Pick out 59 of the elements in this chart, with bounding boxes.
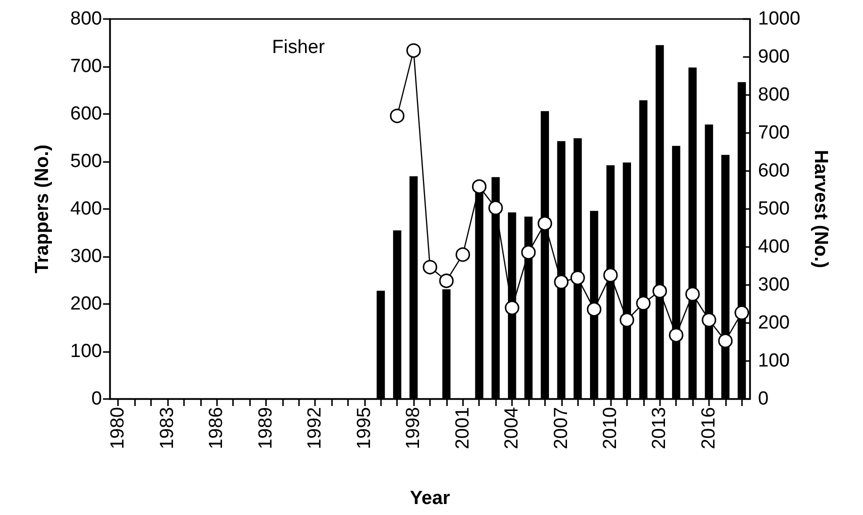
y-tick-label: 100 — [70, 341, 102, 362]
point — [504, 300, 520, 316]
y2-tick-label: 1000 — [758, 8, 800, 30]
x-tick-label: 1992 — [304, 407, 326, 450]
annotation: Fisher — [272, 37, 326, 58]
point — [472, 179, 486, 194]
y2-tick-label: 100 — [758, 350, 790, 372]
y-tick-label: 300 — [70, 246, 102, 267]
y2-tick-label: 400 — [758, 236, 790, 258]
y2-axis-title: Harvest (No.) — [810, 150, 832, 268]
x-tick-label: 1983 — [156, 407, 178, 450]
x-tick-label: 2013 — [649, 407, 670, 450]
y-tick-label: 500 — [70, 151, 102, 172]
point — [685, 286, 700, 302]
point — [488, 200, 503, 216]
point — [586, 302, 602, 317]
x-axis-title: Year — [410, 488, 451, 509]
y-tick-label: 400 — [70, 198, 102, 220]
y2-tick-label: 200 — [758, 312, 790, 334]
x-tick-label: 1998 — [403, 407, 424, 450]
x-tick-label: 1986 — [206, 407, 228, 450]
y2-tick-label: 600 — [758, 160, 790, 182]
point — [390, 108, 404, 124]
x-tick-label: 1980 — [108, 407, 129, 450]
x-tick-label: 2001 — [452, 407, 474, 450]
x-tick-label: 1989 — [255, 407, 276, 450]
x-tick-label: 2007 — [550, 407, 572, 450]
point — [538, 216, 552, 231]
point — [636, 296, 651, 310]
point — [439, 274, 454, 288]
point — [603, 268, 618, 282]
y-tick-label: 800 — [70, 8, 102, 30]
y2-tick-label: 300 — [758, 274, 790, 296]
point — [570, 270, 585, 286]
x-tick-label: 1995 — [354, 407, 375, 450]
point — [554, 274, 569, 290]
point — [521, 245, 536, 260]
point — [734, 305, 750, 320]
point — [406, 43, 421, 58]
x-tick-label: 2004 — [502, 406, 523, 450]
point — [718, 334, 733, 348]
y-tick-label: 0 — [91, 388, 102, 410]
point — [620, 312, 634, 328]
point — [456, 247, 470, 262]
point — [422, 260, 438, 274]
y2-tick-label: 0 — [758, 388, 769, 410]
y2-tick-label: 700 — [758, 122, 790, 144]
x-tick-label: 2016 — [698, 407, 720, 450]
y2-tick-label: 500 — [758, 198, 790, 220]
y-tick-label: 700 — [70, 56, 102, 77]
point — [668, 328, 684, 342]
y-tick-label: 600 — [70, 104, 102, 124]
point — [702, 312, 716, 328]
y2-tick-label: 900 — [758, 46, 790, 68]
y-axis-title: Trappers (No.) — [32, 144, 53, 274]
x-tick-label: 2010 — [600, 407, 622, 450]
y-tick-label: 200 — [70, 294, 102, 314]
y2-tick-label: 800 — [758, 84, 790, 106]
point — [652, 284, 667, 298]
